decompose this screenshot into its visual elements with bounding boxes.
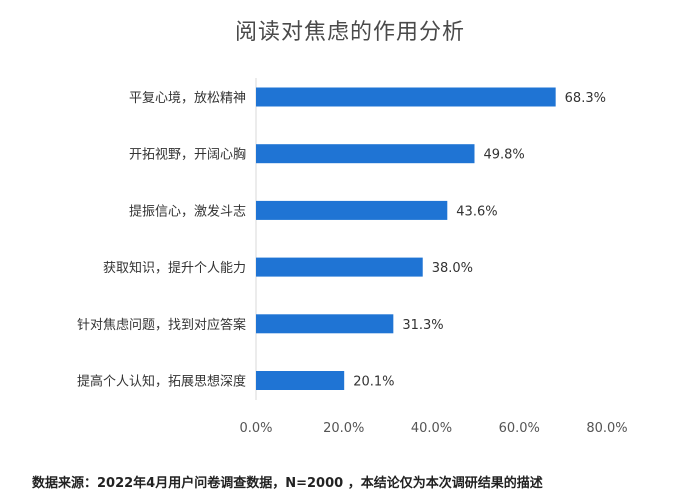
bar-value-label: 20.1% xyxy=(353,375,394,390)
x-tick-label: 20.0% xyxy=(323,421,364,436)
category-label: 开拓视野，开阔心胸 xyxy=(129,148,246,163)
bar xyxy=(256,314,394,334)
category-label: 获取知识，提升个人能力 xyxy=(103,260,246,276)
category-label: 平复心境，放松精神 xyxy=(129,91,246,106)
bar-value-label: 31.3% xyxy=(402,318,443,333)
bar xyxy=(256,87,556,107)
bar-value-label: 68.3% xyxy=(565,91,606,106)
bar xyxy=(256,200,448,220)
bar xyxy=(256,371,345,390)
bar-value-label: 38.0% xyxy=(432,261,473,276)
bar xyxy=(256,144,475,164)
category-label: 提振信心，激发斗志 xyxy=(129,203,246,219)
bar-value-label: 49.8% xyxy=(483,148,524,163)
category-label: 提高个人认知，拓展思想深度 xyxy=(77,374,246,390)
x-tick-label: 0.0% xyxy=(239,421,272,436)
x-tick-label: 60.0% xyxy=(499,421,540,436)
x-tick-label: 40.0% xyxy=(411,421,452,436)
chart-title: 阅读对焦虑的作用分析 xyxy=(234,20,465,45)
x-tick-label: 80.0% xyxy=(586,421,627,436)
category-label: 针对焦虑问题，找到对应答案 xyxy=(77,317,246,333)
bar xyxy=(256,257,423,277)
bar-value-label: 43.6% xyxy=(456,204,497,219)
data-source-note: 数据来源：2022年4月用户问卷调查数据，N=2000 ，本结论仅为本次调研结果… xyxy=(32,476,543,491)
